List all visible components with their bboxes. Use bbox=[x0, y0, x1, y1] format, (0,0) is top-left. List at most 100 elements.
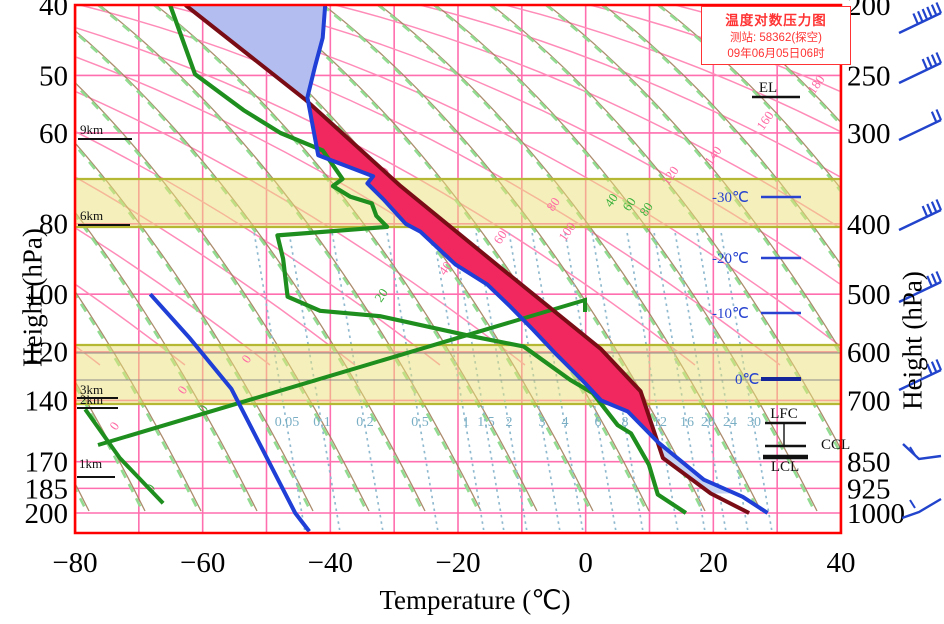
km-marker-2km: 2km bbox=[80, 392, 103, 407]
left-tick-label: 170 bbox=[25, 447, 69, 479]
dewpoint-upper-curve bbox=[83, 408, 165, 505]
energy-areas bbox=[185, 5, 736, 494]
wind-barb-feather bbox=[930, 273, 938, 285]
left-tick-label: 185 bbox=[25, 473, 69, 505]
mixing-ratio-label: 20 bbox=[701, 415, 715, 430]
wind-barb-feather bbox=[926, 203, 933, 215]
level-marker-lcl: LCL bbox=[771, 459, 799, 475]
right-tick-label: 700 bbox=[847, 385, 891, 417]
wind-barb-feather bbox=[921, 8, 929, 21]
wind-barb-feather bbox=[930, 54, 938, 66]
wind-barb-feather bbox=[917, 10, 924, 23]
wind-barb-feather bbox=[935, 199, 943, 211]
mixing-ratio-label: 3 bbox=[539, 415, 546, 430]
isotherm-legend-label: -30℃ bbox=[712, 190, 749, 206]
mixing-ratio-label: 1 bbox=[463, 415, 470, 430]
bottom-tick-label: −60 bbox=[180, 547, 225, 579]
highlight-bands bbox=[75, 177, 841, 406]
mixing-ratio-label: 12 bbox=[653, 415, 667, 430]
aux-green-diagonal bbox=[97, 297, 587, 447]
wind-barb-light bbox=[902, 443, 942, 461]
mixing-ratio-label: 0.5 bbox=[411, 415, 429, 430]
adiabat-label: 20 bbox=[371, 285, 391, 304]
wind-barb-feather bbox=[926, 275, 933, 287]
right-tick-label: 850 bbox=[847, 447, 891, 479]
bottom-tick-label: −80 bbox=[52, 547, 97, 579]
wind-barb-light bbox=[901, 497, 942, 520]
wind-barb-feather bbox=[921, 205, 929, 218]
mixing-ratio-label: 16 bbox=[680, 415, 694, 430]
level-markers: EL LFC CCL LCL bbox=[752, 80, 850, 475]
adiabat-label: 60 bbox=[490, 227, 510, 246]
right-tick-label: 400 bbox=[847, 209, 891, 241]
wind-barb-feather bbox=[912, 13, 919, 25]
wind-barb-feather bbox=[926, 56, 933, 68]
right-tick-label: 600 bbox=[847, 337, 891, 369]
plot-border bbox=[73, 3, 843, 535]
wind-barb-feather bbox=[909, 499, 916, 509]
sounding-curves bbox=[83, 5, 769, 533]
bottom-tick-label: 40 bbox=[827, 547, 856, 579]
left-axis-title: Height (hPa) bbox=[17, 228, 48, 367]
mixing-ratio-labels: 0.05 0.1 0.2 0.5 1 1.5 2 3 4 6 8 12 16 20 24 30 bbox=[275, 415, 761, 430]
adiabat-label: 140 bbox=[701, 143, 724, 168]
wind-barb-shaft bbox=[898, 208, 942, 232]
adiabat-label: 160 bbox=[753, 108, 776, 133]
right-tick-label: 1000 bbox=[847, 498, 905, 530]
left-tick-label: 200 bbox=[25, 498, 69, 530]
mixing-ratio-label: 2 bbox=[506, 415, 513, 430]
mixing-ratio-label: 1.5 bbox=[477, 415, 495, 430]
wind-barb-shaft bbox=[898, 368, 942, 392]
mixing-ratio-label: 0.05 bbox=[275, 415, 300, 430]
wind-barb-feather bbox=[935, 109, 943, 121]
dewpoint-curve bbox=[168, 5, 688, 515]
station-title-box: 温度对数压力图 测站: 58362(探空) 09年06月05日06时 bbox=[701, 6, 851, 65]
wind-barb-feather bbox=[921, 58, 929, 71]
right-tick-label: 200 bbox=[847, 0, 891, 22]
bottom-tick-label: 0 bbox=[578, 547, 593, 579]
left-tick-label: 40 bbox=[39, 0, 68, 22]
wind-barb-feather bbox=[926, 363, 933, 375]
isotherm-legend: -30℃ -20℃ -10℃ 0℃ bbox=[712, 190, 801, 388]
wind-barb-shaft bbox=[898, 280, 942, 304]
axis-tick-labels: 4050608010012014017018520020025030040050… bbox=[25, 0, 906, 579]
bottom-tick-label: 20 bbox=[699, 547, 728, 579]
left-tick-label: 100 bbox=[25, 279, 69, 311]
km-marker-3km: 3km bbox=[80, 382, 103, 397]
cape-area bbox=[305, 99, 659, 443]
temperature-upper-curve bbox=[148, 292, 311, 533]
right-axis-title: Height (hPa) bbox=[897, 271, 928, 410]
wind-barb-feather bbox=[930, 361, 938, 373]
km-marker-9km: 9km bbox=[80, 122, 103, 137]
wind-barb-feather bbox=[930, 4, 938, 16]
mixing-ratio-label: 30 bbox=[747, 415, 761, 430]
wind-barb-shaft bbox=[898, 118, 942, 142]
mixing-ratio-label: 6 bbox=[595, 415, 602, 430]
wind-barb-shaft bbox=[898, 61, 942, 85]
temperature-curve bbox=[305, 5, 769, 515]
wind-barb-feather bbox=[935, 359, 943, 371]
grid-lines bbox=[75, 5, 841, 533]
wind-barb-feather bbox=[926, 6, 933, 18]
mixing-ratio-label: 4 bbox=[562, 415, 569, 430]
bottom-tick-label: −40 bbox=[308, 547, 353, 579]
wind-barb-shaft bbox=[898, 11, 942, 35]
isotherm-legend-label: -10℃ bbox=[712, 306, 749, 322]
left-tick-label: 60 bbox=[39, 118, 68, 150]
adiabat-label: 0 bbox=[106, 419, 122, 433]
right-tick-label: 250 bbox=[847, 60, 891, 92]
bottom-axis-title: Temperature (℃) bbox=[379, 585, 571, 615]
wind-barb-feather bbox=[935, 271, 943, 283]
isotherm-legend-label: -20℃ bbox=[712, 251, 749, 267]
level-marker-ccl: CCL bbox=[821, 437, 850, 453]
bottom-tick-label: −20 bbox=[435, 547, 480, 579]
right-tick-label: 300 bbox=[847, 118, 891, 150]
mixing-ratio-label: 8 bbox=[622, 415, 629, 430]
left-tick-label: 140 bbox=[25, 385, 69, 417]
km-marker-1km: 1km bbox=[79, 456, 102, 471]
isotherm-legend-label: 0℃ bbox=[735, 372, 759, 388]
wind-barb-feather bbox=[930, 111, 938, 123]
